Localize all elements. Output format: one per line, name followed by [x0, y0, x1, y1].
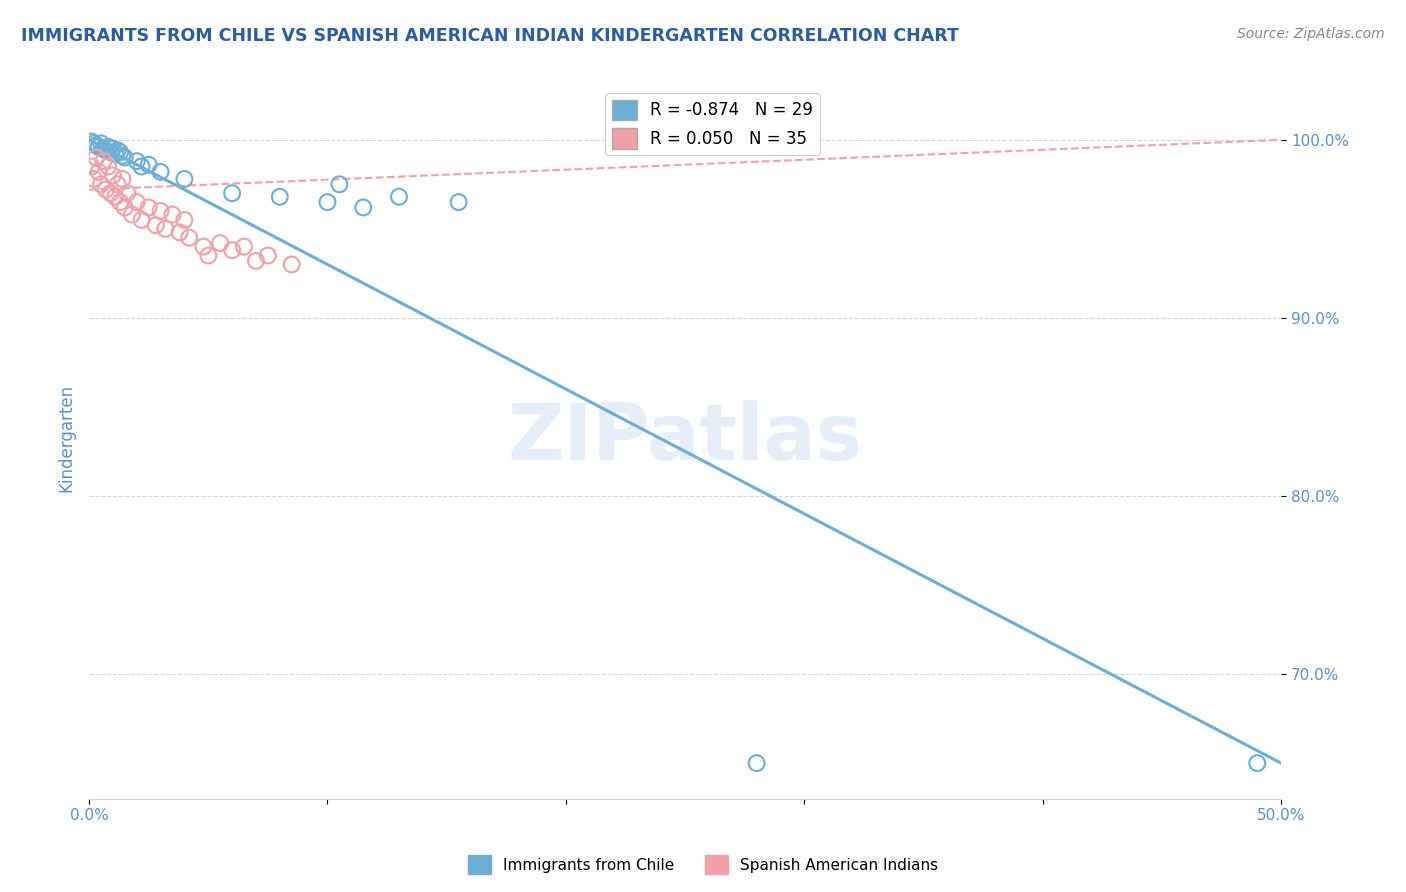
Point: [108, 145, 131, 160]
Point: [125, 154, 148, 169]
Point: [104, 190, 127, 204]
Point: [1246, 756, 1268, 771]
Point: [101, 142, 124, 156]
Point: [107, 178, 129, 192]
Point: [87, 140, 110, 154]
Text: IMMIGRANTS FROM CHILE VS SPANISH AMERICAN INDIAN KINDERGARTEN CORRELATION CHART: IMMIGRANTS FROM CHILE VS SPANISH AMERICA…: [21, 27, 959, 45]
Text: Source: ZipAtlas.com: Source: ZipAtlas.com: [1237, 27, 1385, 41]
Point: [90, 178, 112, 192]
Point: [114, 151, 136, 165]
Legend: Immigrants from Chile, Spanish American Indians: Immigrants from Chile, Spanish American …: [461, 849, 945, 880]
Point: [131, 160, 153, 174]
Point: [257, 248, 280, 262]
Point: [115, 186, 138, 201]
Point: [173, 213, 195, 227]
Point: [197, 248, 219, 262]
Text: ZIPatlas: ZIPatlas: [508, 401, 863, 476]
Point: [149, 204, 172, 219]
Point: [101, 169, 124, 183]
Point: [100, 145, 122, 160]
Point: [352, 201, 374, 215]
Point: [328, 178, 350, 192]
Y-axis label: Kindergarten: Kindergarten: [58, 384, 75, 492]
Point: [114, 201, 136, 215]
Point: [131, 213, 153, 227]
Point: [111, 172, 134, 186]
Point: [80, 160, 103, 174]
Point: [138, 158, 160, 172]
Point: [97, 140, 120, 154]
Point: [447, 195, 470, 210]
Point: [145, 219, 167, 233]
Point: [104, 147, 127, 161]
Point: [269, 190, 291, 204]
Point: [245, 253, 267, 268]
Point: [84, 151, 107, 165]
Point: [221, 186, 243, 201]
Point: [83, 172, 105, 186]
Legend: R = -0.874   N = 29, R = 0.050   N = 35: R = -0.874 N = 29, R = 0.050 N = 35: [605, 93, 820, 155]
Point: [233, 239, 256, 253]
Point: [138, 201, 160, 215]
Point: [108, 195, 131, 210]
Point: [125, 195, 148, 210]
Point: [121, 208, 143, 222]
Point: [111, 149, 134, 163]
Point: [93, 142, 115, 156]
Point: [90, 136, 112, 151]
Point: [388, 190, 411, 204]
Point: [84, 138, 107, 153]
Point: [155, 222, 177, 236]
Point: [209, 236, 232, 251]
Point: [107, 144, 129, 158]
Point: [149, 165, 172, 179]
Point: [162, 208, 184, 222]
Point: [80, 135, 103, 149]
Point: [83, 136, 105, 151]
Point: [94, 144, 117, 158]
Point: [221, 243, 243, 257]
Point: [94, 183, 117, 197]
Point: [179, 231, 201, 245]
Point: [97, 160, 120, 174]
Point: [745, 756, 768, 771]
Point: [173, 172, 195, 186]
Point: [280, 257, 302, 271]
Point: [316, 195, 339, 210]
Point: [93, 154, 115, 169]
Point: [169, 226, 191, 240]
Point: [87, 165, 110, 179]
Point: [100, 186, 122, 201]
Point: [193, 239, 215, 253]
